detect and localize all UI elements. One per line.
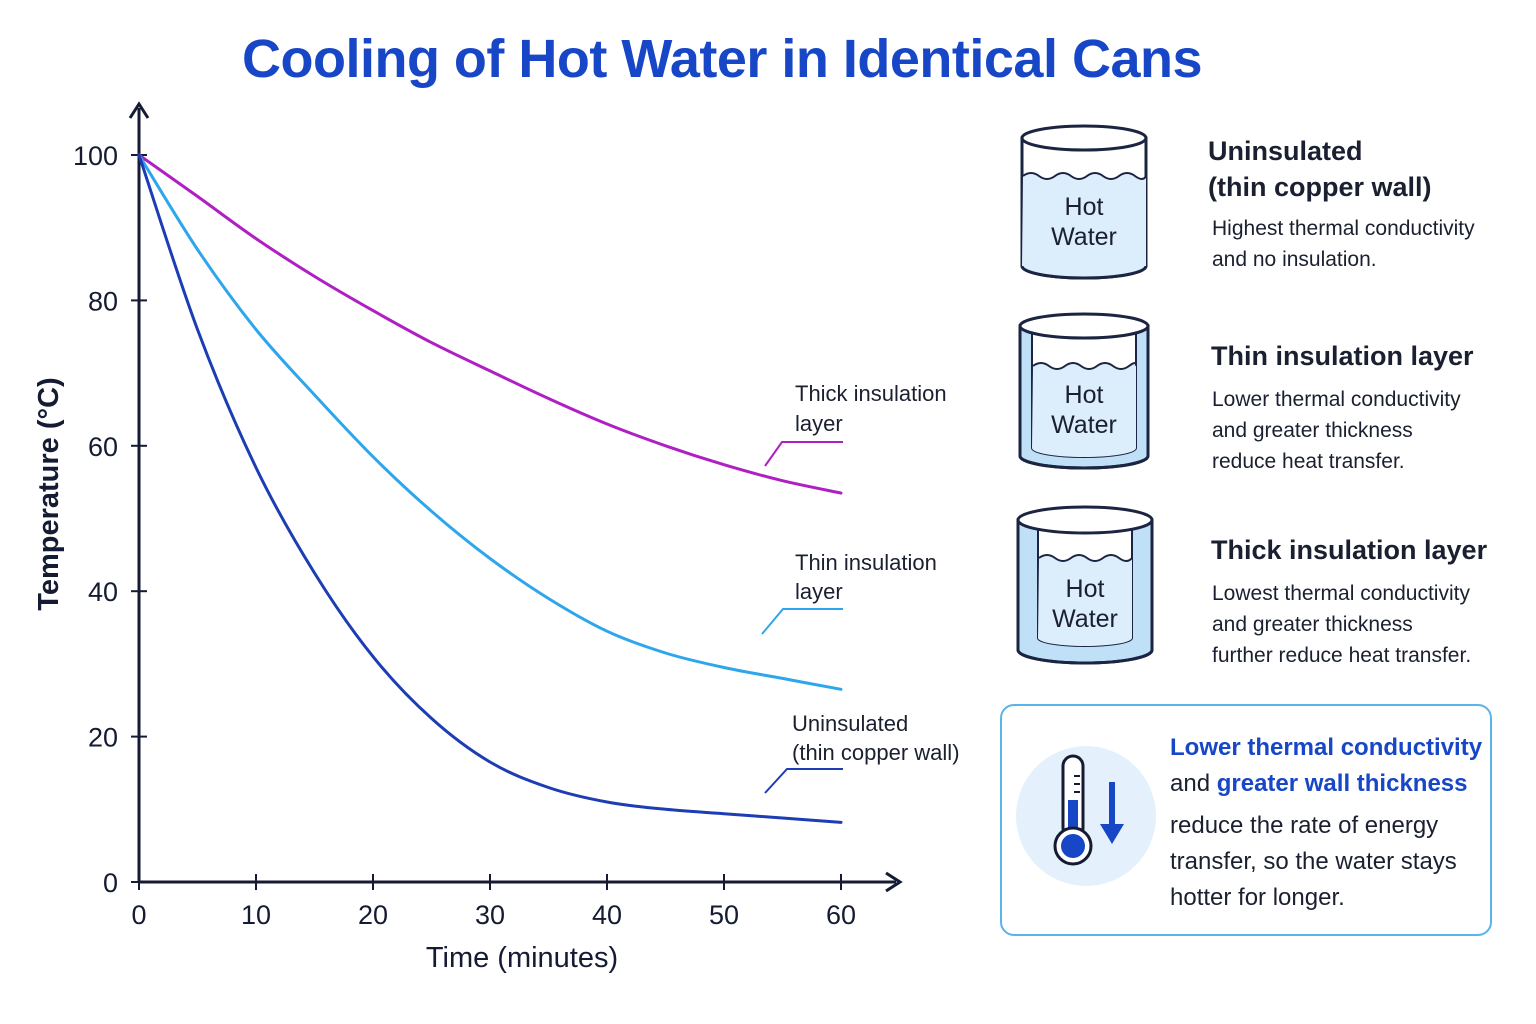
can-desc-2: Lower thermal conductivity and greater th… — [1212, 388, 1461, 473]
x-tick-label: 0 — [131, 900, 146, 930]
can-title-2: Thin insulation layer — [1211, 341, 1474, 371]
annotation-leader — [764, 441, 843, 467]
x-tick-label: 20 — [358, 900, 388, 930]
annotation-label: Thin insulation — [795, 550, 937, 575]
x-tick-label: 50 — [709, 900, 739, 930]
y-tick-label: 80 — [88, 286, 118, 316]
y-axis-label: Temperature (°C) — [33, 377, 65, 610]
chart-ticks: 0 10 20 30 40 50 60 0 20 40 60 80 100 — [73, 141, 856, 930]
summary-line-4: transfer, so the water stays — [1170, 848, 1457, 875]
x-axis-label: Time (minutes) — [426, 942, 618, 974]
can-thick-insulation: Hot Water Thick insulation layer Lowest t… — [1010, 502, 1520, 672]
series-line-uninsulated-thin-copper-wall — [137, 153, 843, 824]
x-tick-label: 60 — [826, 900, 856, 930]
can-uninsulated: Hot Water Uninsulated (thin copper wall) H… — [1010, 118, 1520, 288]
annotation-leader — [764, 768, 843, 794]
summary-box: Lower thermal conductivity and greater w… — [1000, 704, 1492, 936]
can-desc-3: Lowest thermal conductivity and greater t… — [1212, 582, 1472, 667]
chart-annotations: Thick insulation layer Thin insulation laye… — [761, 381, 960, 794]
can-title-1: Uninsulated (thin copper wall) — [1208, 136, 1432, 202]
line-chart: 0 10 20 30 40 50 60 0 20 40 60 80 100 Thick insulati… — [33, 101, 960, 974]
annotation-label: Uninsulated — [792, 711, 908, 736]
summary-line-1: Lower thermal conductivity — [1170, 734, 1483, 761]
annotation-leader — [761, 608, 843, 635]
thick-insulation-can-icon — [1016, 505, 1154, 665]
y-tick-label: 40 — [88, 577, 118, 607]
annotation-label: layer — [795, 579, 843, 604]
chart-axes — [128, 101, 903, 893]
y-tick-label: 60 — [88, 432, 118, 462]
series-line-thick-insulation-layer — [137, 153, 843, 495]
summary-line-2: and greater wall thickness — [1170, 770, 1468, 797]
x-axis-arrow — [885, 871, 903, 893]
summary-line-3: reduce the rate of energy — [1170, 812, 1439, 839]
series-line-thin-insulation-layer — [137, 153, 843, 691]
annotation-label: Thick insulation — [795, 381, 947, 406]
chart-series — [137, 153, 843, 824]
can-label-1: Hot Water — [1051, 193, 1117, 251]
can-title-3: Thick insulation layer — [1211, 535, 1488, 565]
summary-line-5: hotter for longer. — [1170, 884, 1345, 911]
annotation-label: layer — [795, 411, 843, 436]
thermometer-down-icon — [1016, 746, 1156, 886]
thin-insulation-can-icon — [1018, 312, 1150, 470]
y-tick-label: 0 — [103, 868, 118, 898]
can-label-3: Hot Water — [1052, 575, 1118, 633]
annotation-label: (thin copper wall) — [792, 740, 960, 765]
can-label-2: Hot Water — [1051, 381, 1117, 439]
uninsulated-can-icon — [1020, 124, 1148, 280]
y-tick-label: 20 — [88, 723, 118, 753]
y-axis-arrow — [128, 101, 150, 119]
page-title: Cooling of Hot Water in Identical Cans — [241, 29, 1203, 89]
x-tick-label: 40 — [592, 900, 622, 930]
can-desc-1: Highest thermal conductivity and no insul… — [1212, 217, 1475, 271]
can-thin-insulation: Hot Water Thin insulation layer Lower the… — [1010, 306, 1520, 476]
x-tick-label: 10 — [241, 900, 271, 930]
y-tick-label: 100 — [73, 141, 118, 171]
x-tick-label: 30 — [475, 900, 505, 930]
